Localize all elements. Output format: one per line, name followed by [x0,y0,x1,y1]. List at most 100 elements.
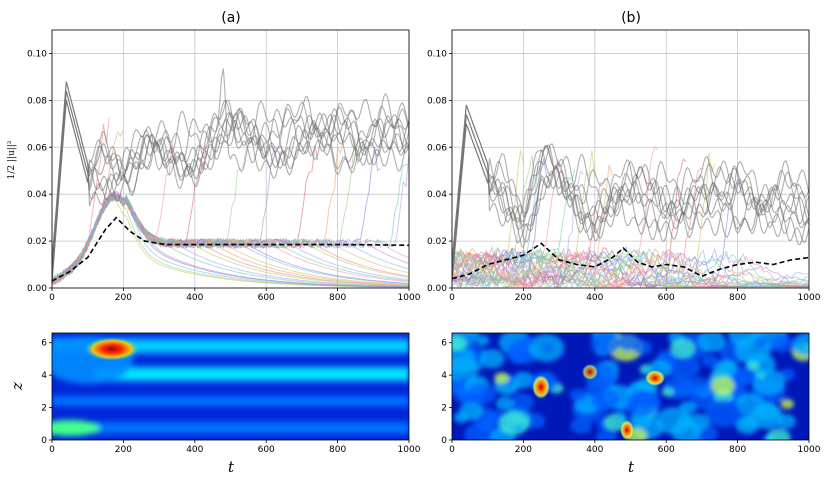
heatmap-b-hotspot [532,375,550,399]
x-tick-label: 800 [329,293,346,303]
heatmap-b-blob [780,398,794,409]
ensemble-line [452,249,809,288]
y-tick-label: 0.00 [27,284,47,294]
y-axis-label-z: z [8,382,26,391]
ensemble-line [52,129,124,283]
heatmap-b-blob [542,344,554,353]
heatmap-b-blob [754,402,780,422]
heatmap-b-blob [747,361,760,371]
y-tick-label: 0.04 [27,190,47,200]
panel-b-title: (b) [621,10,641,26]
ensemble-line [452,245,809,288]
heatmap-a-frame [51,332,410,441]
mean-energy-line-a [52,216,409,282]
heatmap-b-blob [514,423,525,432]
y-tick-label: 4 [441,371,447,381]
panel-a-title: (a) [221,10,241,26]
heatmap-b-blob [753,336,768,348]
y-tick-label: 4 [41,371,47,381]
heatmap-a-band [52,396,409,406]
x-tick-label: 400 [586,445,603,455]
turbulent-line [452,123,809,282]
turbulent-line [52,90,409,272]
x-tick-label: 0 [449,293,455,303]
ensemble-line [452,180,741,288]
heatmap-b-blob [671,420,702,440]
heatmap-b-blob [511,393,534,412]
axes-frame-b [451,29,810,289]
heatmap-a-band [52,342,409,350]
heatmap-b-blob [712,359,739,380]
heatmap-b-blob [669,338,696,359]
x-tick-label: 0 [49,293,55,303]
heatmap-b-blob [569,388,587,402]
x-tick-label: 200 [515,293,532,303]
turbulent-line [52,90,409,272]
heatmap-b-blob [792,333,809,356]
y-tick-label: 6 [441,339,447,349]
x-tick-label: 1000 [798,445,821,455]
y-tick-label: 0.10 [427,49,447,59]
heatmap-b-blob [509,351,523,363]
heatmap-b-blob [477,420,493,432]
heatmap-b-blob [596,429,617,440]
heatmap-b-hotspot [645,370,665,386]
heatmap-b-blob [512,371,535,389]
x-tick-label: 400 [586,293,603,303]
heatmap-b-blob [770,334,793,353]
ensemble-line [452,247,809,288]
heatmap-b-blob [705,399,742,428]
heatmap-b-blob [711,376,735,395]
heatmap-b-blob [661,386,675,397]
turbulent-line [452,114,809,272]
x-tick-label: 800 [729,445,746,455]
x-tick-label: 200 [115,445,132,455]
y-tick-label: 6 [41,339,47,349]
ensemble-line [452,246,809,288]
ensemble-line [52,151,409,283]
x-tick-label: 600 [258,293,275,303]
x-tick-label: 800 [729,293,746,303]
x-tick-label: 600 [258,445,275,455]
turbulent-line [52,81,409,263]
y-tick-label: 0 [41,436,47,446]
y-tick-label: 0 [441,436,447,446]
heatmap-b-blob [520,336,534,347]
heatmap-a-band [52,422,409,434]
heatmap-b-blob [766,428,791,440]
x-tick-label: 0 [49,445,55,455]
y-tick-label: 0.00 [427,284,447,294]
y-tick-label: 0.02 [27,237,47,247]
ensemble-line [52,191,409,284]
heatmap-b-blob [733,366,756,384]
y-tick-label: 0.04 [427,190,447,200]
x-tick-label: 1000 [398,445,421,455]
heatmap-b-blob [590,333,620,355]
heatmap-b-blob [453,411,470,424]
y-tick-label: 0.08 [427,96,447,106]
heatmap-b-blob [591,388,620,411]
heatmap-b-blob [616,412,627,421]
y-axis-label-energy: 1/2 ||u||² [7,140,17,179]
heatmap-b-blob [495,396,515,411]
heatmap-b-hotspot [582,364,598,380]
turbulent-line [452,104,809,263]
heatmap-b-frame [451,332,810,441]
heatmap-b-blob [476,335,490,346]
grid-b [451,30,810,289]
ensemble-lines-b [452,104,809,288]
x-tick-label: 400 [186,293,203,303]
x-tick-label: 200 [515,445,532,455]
x-axis-label-b: t [628,458,635,476]
heatmap-b-blob [701,354,719,368]
axes-frame-a [51,29,410,289]
turbulent-line [52,100,409,282]
y-tick-label: 0.02 [427,237,447,247]
x-tick-label: 1000 [398,293,421,303]
heatmap-a [52,333,409,440]
y-tick-label: 0.06 [427,143,447,153]
y-tick-label: 0.10 [27,49,47,59]
x-tick-label: 1000 [798,293,821,303]
heatmap-b-blob [452,345,477,374]
